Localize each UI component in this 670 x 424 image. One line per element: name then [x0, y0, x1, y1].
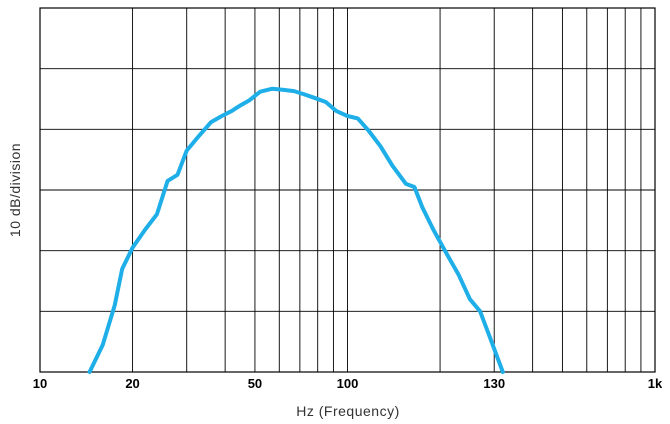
x-tick-label: 10	[33, 376, 47, 391]
x-tick-labels: 10 20 50 100 130 1k	[33, 376, 663, 391]
plot-frame	[39, 7, 656, 373]
series-line	[87, 86, 505, 374]
x-tick-label: 130	[483, 376, 505, 391]
x-axis-label: Hz (Frequency)	[296, 403, 399, 419]
x-tick-label: 100	[337, 376, 359, 391]
x-tick-label: 1k	[648, 376, 663, 391]
grid	[40, 8, 655, 372]
y-axis-label: 10 dB/division	[7, 143, 23, 237]
x-tick-label: 20	[125, 376, 139, 391]
x-tick-label: 50	[248, 376, 262, 391]
